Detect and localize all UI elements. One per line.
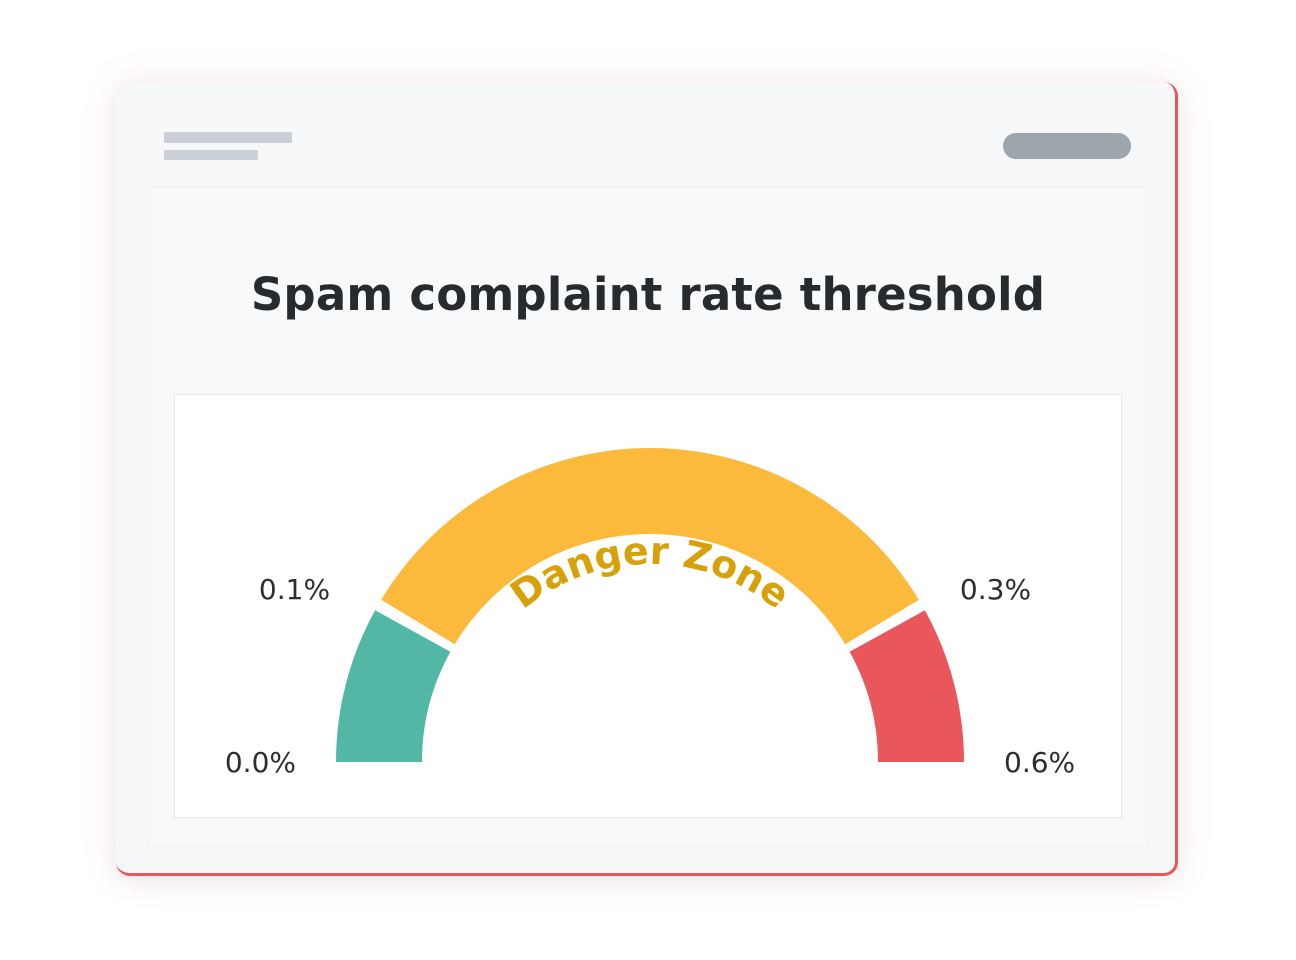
gauge-tick-label-3: 0.6%	[1004, 746, 1075, 779]
gauge-segment-2	[849, 610, 964, 762]
chart-card: Spam complaint rate threshold Danger Zon…	[116, 82, 1178, 876]
header-placeholder-line-short	[164, 150, 258, 160]
gauge-segment-0	[336, 610, 451, 762]
gauge-container: Danger Zone 0.0% 0.1% 0.3% 0.6%	[174, 394, 1122, 818]
gauge-tick-label-0: 0.0%	[225, 746, 296, 779]
header-placeholder-button	[1003, 133, 1131, 159]
chart-title: Spam complaint rate threshold	[250, 268, 1046, 321]
gauge-tick-label-2: 0.3%	[960, 573, 1031, 606]
gauge-tick-label-1: 0.1%	[259, 573, 330, 606]
header-placeholder-line	[164, 132, 292, 143]
chart-panel: Spam complaint rate threshold Danger Zon…	[150, 187, 1146, 845]
gauge-segment-1	[381, 448, 919, 645]
